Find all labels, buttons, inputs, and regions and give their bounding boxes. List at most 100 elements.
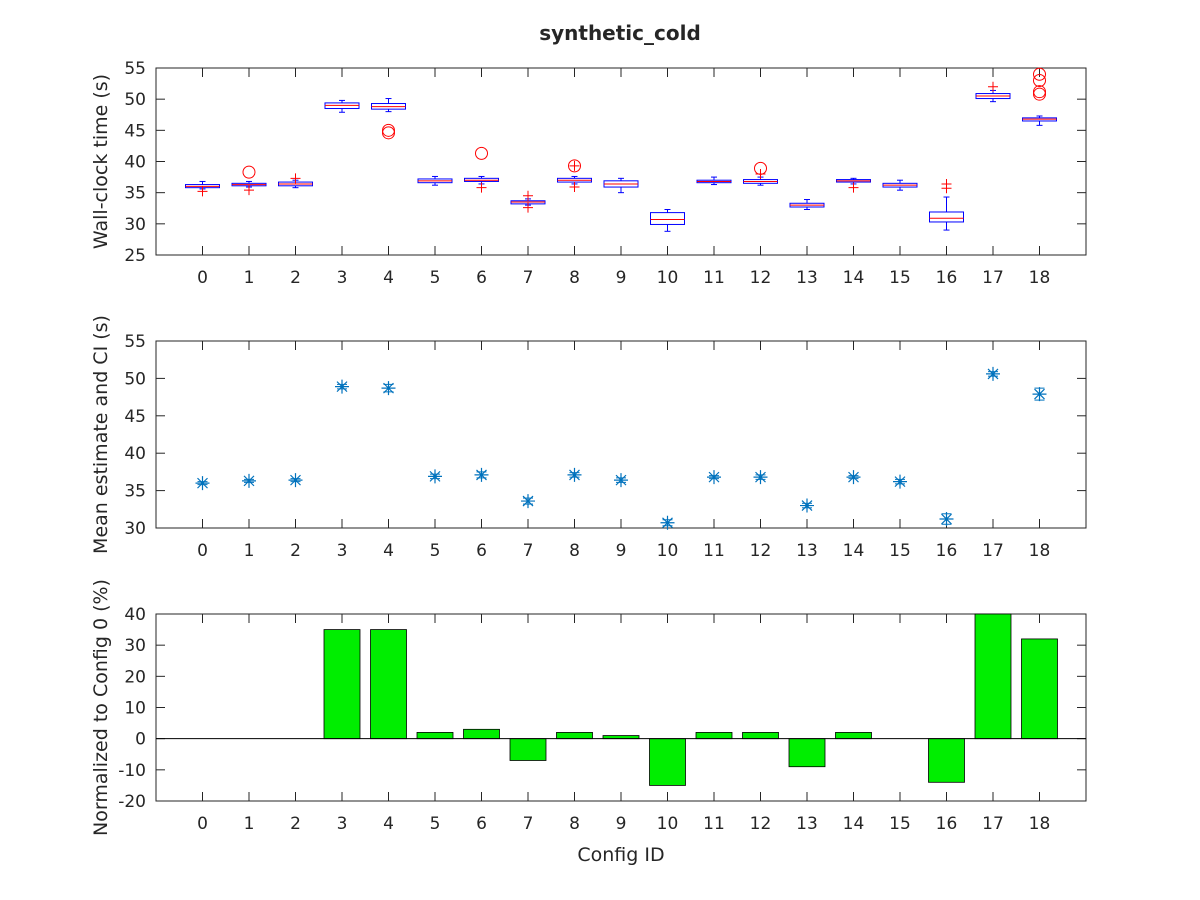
x-tick-label: 5: [430, 268, 441, 288]
y-axis-label: Wall-clock time (s): [90, 74, 112, 249]
mean-marker: [474, 467, 489, 482]
bar-11: [695, 732, 733, 740]
x-tick-label: 18: [1029, 541, 1051, 561]
mean-point-18: [1032, 387, 1047, 402]
box-15: [882, 179, 918, 191]
x-tick-label: 8: [569, 268, 580, 288]
box-11: [696, 176, 732, 186]
mean-point-13: [800, 498, 814, 513]
x-tick-label: 0: [197, 541, 208, 561]
y-tick-label: 40: [124, 444, 146, 464]
outlier-circle: [382, 123, 395, 137]
mean-point-4: [381, 381, 396, 396]
y-axis-label: Normalized to Config 0 (%): [90, 579, 112, 836]
box-0: [185, 180, 220, 197]
mean-marker: [428, 469, 442, 484]
outlier-circle: [754, 161, 767, 175]
outlier-plus: [197, 186, 208, 197]
mean-point-17: [986, 366, 1000, 381]
bar-4: [370, 629, 407, 740]
x-tick-label: 8: [569, 541, 580, 561]
x-tick-label: 14: [843, 814, 865, 834]
x-tick-label: 14: [843, 541, 865, 561]
x-tick-label: 1: [244, 814, 255, 834]
bar-5: [416, 732, 454, 740]
box-7: [510, 190, 546, 213]
x-tick-label: 1: [244, 268, 255, 288]
y-tick-label: 50: [124, 369, 146, 389]
box-9: [603, 177, 639, 194]
mean-point-9: [614, 473, 628, 488]
x-tick-label: 2: [290, 814, 301, 834]
box-8: [557, 159, 592, 193]
x-tick-label: 5: [430, 541, 441, 561]
x-tick-label: 13: [796, 541, 818, 561]
mean-point-11: [707, 470, 721, 485]
x-tick-label: 6: [476, 814, 487, 834]
axes-frame: [155, 340, 1087, 529]
mean-point-12: [753, 470, 768, 485]
y-tick-label: 40: [124, 153, 146, 173]
mean-marker: [846, 470, 861, 485]
y-tick-label: 30: [124, 215, 146, 235]
bar-8: [556, 732, 593, 740]
box-body: [650, 212, 685, 225]
y-tick-label: 30: [124, 636, 146, 656]
bar-12: [742, 732, 779, 740]
x-tick-label: 7: [523, 541, 534, 561]
x-tick-label: 10: [657, 268, 679, 288]
x-tick-label: 18: [1029, 814, 1051, 834]
box-body: [929, 211, 964, 223]
outlier-plus: [244, 185, 254, 196]
x-tick-label: 7: [523, 814, 534, 834]
box-2: [278, 173, 313, 189]
mean-point-1: [242, 473, 256, 488]
box-4: [371, 98, 406, 140]
mean-marker: [335, 379, 349, 394]
y-axis-label: Mean estimate and CI (s): [90, 315, 112, 554]
mean-marker: [288, 473, 303, 488]
x-tick-label: 13: [796, 268, 818, 288]
box-13: [789, 199, 825, 210]
bar-3: [323, 629, 361, 740]
outlier-circle: [1033, 67, 1046, 81]
outlier-plus: [569, 182, 580, 193]
x-tick-label: 11: [703, 541, 725, 561]
x-tick-label: 3: [337, 541, 348, 561]
y-tick-label: -20: [118, 792, 146, 812]
x-tick-label: 12: [750, 268, 772, 288]
x-tick-label: 2: [290, 541, 301, 561]
x-tick-label: 16: [936, 541, 958, 561]
outlier-plus: [988, 81, 998, 92]
y-tick-label: 25: [124, 246, 146, 266]
y-tick-label: 35: [124, 482, 146, 502]
mean-point-2: [288, 473, 303, 488]
bar-18: [1021, 638, 1058, 740]
mean-marker: [753, 470, 768, 485]
box-10: [650, 208, 685, 232]
outlier-plus: [848, 182, 859, 193]
outlier-plus: [523, 202, 533, 213]
y-tick-label: 45: [124, 407, 146, 427]
outlier-circle: [1033, 87, 1046, 101]
mean-point-15: [893, 474, 907, 489]
x-tick-label: 8: [569, 814, 580, 834]
x-tick-label: 5: [430, 814, 441, 834]
mean-marker: [939, 512, 954, 527]
outlier-circle: [1033, 73, 1046, 87]
mean-marker: [986, 366, 1000, 381]
y-tick-label: 40: [124, 605, 146, 625]
mean-marker: [195, 476, 210, 491]
y-tick-label: 55: [124, 332, 146, 352]
box-18: [1022, 67, 1057, 126]
mean-marker: [567, 467, 582, 482]
outlier-plus: [569, 160, 580, 171]
x-tick-label: 4: [383, 268, 394, 288]
mean-marker: [707, 470, 721, 485]
mean-point-14: [846, 470, 861, 485]
mean-marker: [521, 494, 535, 509]
x-tick-label: 16: [936, 814, 958, 834]
x-tick-label: 0: [197, 268, 208, 288]
